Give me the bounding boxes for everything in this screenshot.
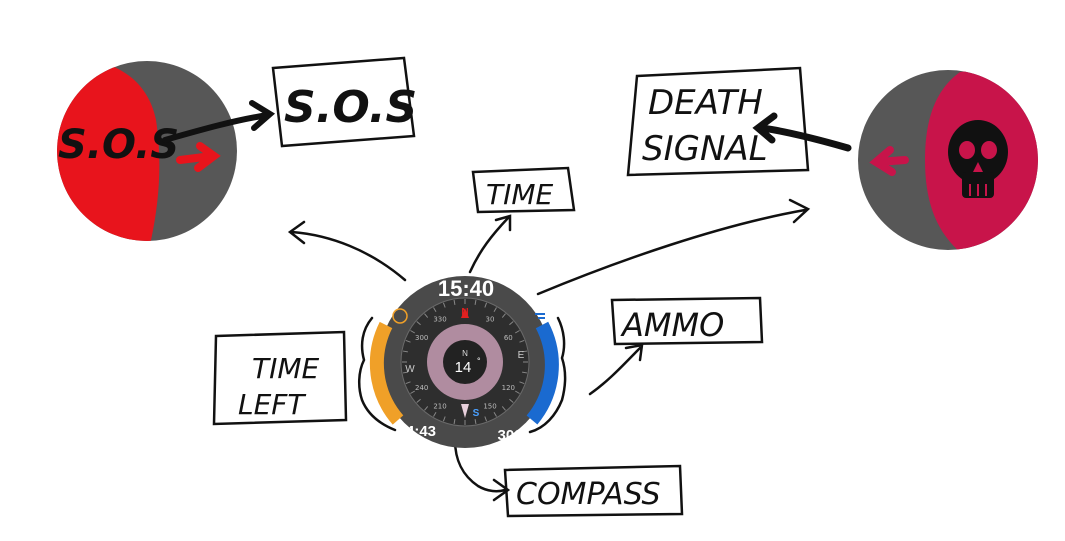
- compass-label-box: COMPASS: [503, 464, 684, 518]
- heading-unit: °: [477, 356, 481, 366]
- arrow-sos: [162, 100, 276, 143]
- compass-tick-label: 210: [433, 402, 446, 410]
- compass-tick-mark: [433, 411, 437, 417]
- sos-orb-arrow-icon: [176, 142, 221, 172]
- compass-center: [443, 340, 487, 384]
- compass-tick-mark: [474, 419, 477, 425]
- compass-tick-mark: [402, 371, 408, 374]
- compass-west: W: [405, 364, 415, 375]
- arrow-to-sos-orb: [287, 220, 407, 282]
- compass-tick-label: 300: [415, 334, 428, 342]
- compass-tick-mark: [453, 419, 456, 425]
- sos-label-box: S.O.S: [271, 56, 417, 148]
- compass-tick-label: 330: [433, 316, 446, 324]
- death-signal-label-line1: DEATH: [648, 83, 763, 123]
- compass-tick-label: 150: [483, 402, 496, 410]
- compass-tick-mark: [493, 307, 497, 313]
- compass-label: COMPASS: [516, 477, 661, 512]
- compass-tick-mark: [509, 321, 514, 326]
- time-left-brace: [358, 316, 397, 432]
- time-label: TIME: [486, 178, 554, 211]
- compass-tick-mark: [493, 411, 497, 417]
- ammo-label: AMMO: [620, 306, 724, 344]
- compass-tick-mark: [410, 330, 416, 334]
- time-left-label-box: TIME LEFT: [212, 330, 348, 426]
- compass-north: N: [461, 307, 468, 318]
- compass-tick-mark: [514, 390, 520, 394]
- compass-tick-label: 120: [502, 384, 515, 392]
- compass-tick-mark: [442, 416, 446, 422]
- arrow-to-death-orb: [536, 198, 811, 296]
- bullet-icon: [535, 313, 545, 319]
- sos-orb-text: S.O.S: [58, 122, 179, 168]
- hud-ammo: 300: [497, 427, 522, 444]
- compass-ticks: 30 60 120 150 210 240 300 330: [402, 299, 528, 425]
- compass-tick-label: 60: [504, 334, 513, 342]
- compass-tick-mark: [484, 416, 488, 422]
- compass-east: E: [518, 350, 525, 361]
- compass-tick-mark: [453, 299, 456, 305]
- compass-tick-label: 30: [486, 316, 495, 324]
- compass-tick-mark: [433, 307, 437, 313]
- death-signal-label-box: DEATH SIGNAL: [626, 66, 810, 177]
- compass-tick-mark: [484, 302, 488, 308]
- compass-tick-mark: [501, 406, 506, 411]
- compass-tick-mark: [522, 350, 528, 353]
- heading-value: 14: [455, 359, 472, 376]
- compass-tick-mark: [416, 398, 421, 403]
- compass-tick-mark: [405, 381, 411, 385]
- hud-time: 15:40: [438, 276, 494, 301]
- ammo-label-box: AMMO: [610, 296, 764, 346]
- compass-tick-mark: [410, 390, 416, 394]
- time-label-box: TIME: [471, 166, 576, 214]
- north-marker-icon: [461, 308, 469, 318]
- arrow-to-compass: [453, 438, 511, 502]
- ammo-brace: [528, 316, 567, 434]
- time-left-bar: [369, 321, 404, 425]
- connectors: [287, 198, 811, 502]
- compass-tick-mark: [522, 371, 528, 374]
- compass-south: S: [473, 408, 480, 419]
- compass-tick-mark: [424, 406, 429, 411]
- compass-tick-label: 240: [415, 384, 428, 392]
- compass-tick-mark: [474, 299, 477, 305]
- time-left-label-line2: LEFT: [238, 388, 306, 421]
- compass-tick-mark: [416, 321, 421, 326]
- compass-tick-mark: [402, 350, 408, 353]
- compass-tick-mark: [442, 302, 446, 308]
- compass-tick-mark: [519, 381, 525, 385]
- south-marker-icon: [461, 404, 469, 418]
- compass-tick-mark: [509, 398, 514, 403]
- arrow-to-ammo: [588, 343, 644, 396]
- heading-cardinal: N: [462, 349, 468, 358]
- sos-orb: S.O.S: [57, 61, 237, 241]
- compass-tick-mark: [405, 339, 411, 343]
- hud-widget: 30 60 120 150 210 240 300 330 N E S W N 14 ° 15…: [369, 276, 559, 448]
- compass-tick-mark: [424, 313, 429, 318]
- hud-time-left: 4:43: [406, 423, 436, 440]
- compass-tick-mark: [501, 313, 506, 318]
- ammo-bar: [526, 321, 559, 425]
- skull-icon: [948, 120, 1008, 198]
- clock-icon: [392, 308, 408, 324]
- arrow-to-time: [468, 214, 512, 274]
- compass-tick-mark: [519, 339, 525, 343]
- sos-label: S.O.S: [284, 82, 417, 133]
- time-left-label-line1: TIME: [252, 352, 320, 385]
- death-orb-arrow-icon: [869, 146, 909, 176]
- death-orb: [858, 70, 1038, 250]
- death-signal-label-line2: SIGNAL: [642, 129, 768, 169]
- compass-tick-mark: [514, 330, 520, 334]
